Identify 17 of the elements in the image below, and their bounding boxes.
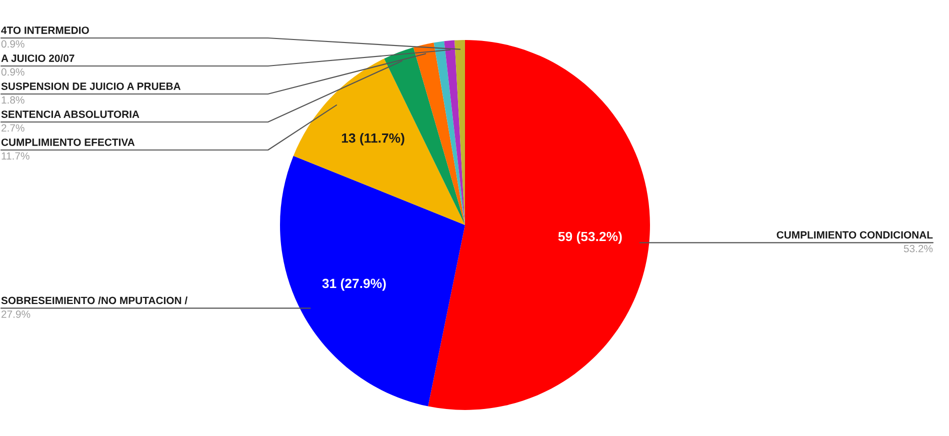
slice-label: SOBRESEIMIENTO /NO MPUTACION / — [1, 296, 188, 304]
text: 59 (53.2%) — [558, 231, 622, 244]
slice-label: CUMPLIMIENTO EFECTIVA — [1, 138, 135, 146]
data-label: 0.9% — [1, 68, 24, 76]
data-label: 2.7% — [2, 124, 24, 132]
data-label: 53.2% — [904, 244, 933, 252]
data-label: 1.8% — [2, 96, 24, 104]
slice-label: CUMPLIMIENTO CONDICIONAL — [776, 231, 933, 239]
data-label: 27.9% — [2, 310, 30, 318]
data-label: 0.9% — [1, 40, 24, 48]
slice-label: 4TO INTERMEDIO — [1, 26, 89, 34]
text: 31 (27.9%) — [322, 278, 386, 291]
data-label: 11.7% — [2, 152, 30, 160]
slice-label: A JUICIO 20/07 — [1, 54, 74, 62]
slice-label: SUSPENSION DE JUICIO A PRUEBA — [1, 82, 181, 90]
text: 13 (11.7%) — [342, 133, 404, 146]
slice-label: SENTENCIA ABSOLUTORIA — [1, 110, 140, 118]
